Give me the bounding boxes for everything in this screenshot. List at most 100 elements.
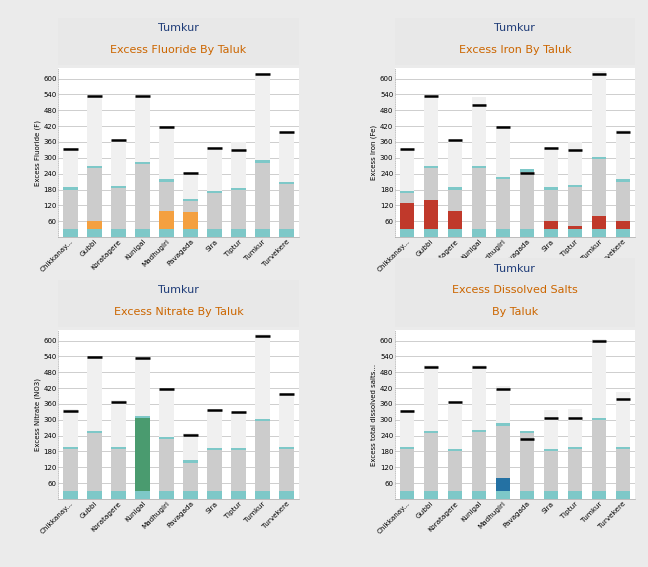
- Bar: [111, 491, 126, 499]
- Bar: [616, 221, 631, 229]
- Bar: [231, 412, 246, 448]
- Bar: [424, 434, 438, 491]
- Bar: [424, 168, 438, 200]
- Bar: [207, 448, 222, 450]
- Bar: [255, 333, 270, 419]
- Bar: [63, 491, 78, 499]
- Y-axis label: Excess total dissolved salts...: Excess total dissolved salts...: [371, 363, 377, 466]
- Bar: [472, 430, 486, 433]
- Bar: [400, 203, 414, 229]
- Bar: [496, 478, 510, 491]
- Bar: [159, 229, 174, 237]
- Bar: [159, 180, 174, 181]
- Bar: [207, 229, 222, 237]
- Bar: [496, 177, 510, 180]
- Bar: [424, 200, 438, 229]
- Bar: [63, 229, 78, 237]
- Bar: [616, 392, 631, 447]
- Bar: [544, 491, 558, 499]
- Bar: [135, 164, 150, 229]
- Bar: [544, 221, 558, 229]
- Text: Tumkur: Tumkur: [158, 285, 199, 295]
- Bar: [135, 162, 150, 164]
- Bar: [159, 126, 174, 180]
- Bar: [568, 226, 582, 229]
- Bar: [472, 168, 486, 229]
- Bar: [400, 410, 414, 447]
- Bar: [159, 388, 174, 437]
- Bar: [544, 189, 558, 221]
- Bar: [496, 229, 510, 237]
- Bar: [255, 491, 270, 499]
- Bar: [255, 419, 270, 421]
- Bar: [568, 142, 582, 185]
- Bar: [496, 126, 510, 177]
- Bar: [592, 159, 606, 216]
- Bar: [87, 491, 102, 499]
- Bar: [448, 210, 462, 229]
- Bar: [135, 357, 150, 416]
- Bar: [592, 229, 606, 237]
- Bar: [207, 150, 222, 191]
- Bar: [87, 95, 102, 166]
- Bar: [568, 187, 582, 226]
- Bar: [255, 229, 270, 237]
- Bar: [448, 189, 462, 210]
- Bar: [87, 168, 102, 221]
- Bar: [592, 71, 606, 157]
- Bar: [568, 449, 582, 491]
- Bar: [183, 463, 198, 491]
- Bar: [520, 434, 534, 491]
- Bar: [400, 193, 414, 203]
- Bar: [592, 491, 606, 499]
- Bar: [279, 182, 294, 184]
- Bar: [183, 491, 198, 499]
- Bar: [472, 97, 486, 166]
- Text: Taluk: Taluk: [504, 56, 526, 65]
- Bar: [87, 431, 102, 433]
- Bar: [255, 421, 270, 491]
- Bar: [135, 491, 150, 499]
- Bar: [231, 142, 246, 188]
- Bar: [159, 491, 174, 499]
- Bar: [472, 166, 486, 168]
- Bar: [616, 229, 631, 237]
- Bar: [496, 387, 510, 424]
- Bar: [63, 187, 78, 189]
- Bar: [255, 74, 270, 160]
- Bar: [424, 229, 438, 237]
- Bar: [111, 447, 126, 449]
- Bar: [279, 132, 294, 182]
- Bar: [111, 188, 126, 229]
- Bar: [255, 163, 270, 229]
- Text: Taluk: Taluk: [168, 56, 189, 65]
- Bar: [616, 181, 631, 221]
- Bar: [111, 229, 126, 237]
- Bar: [568, 491, 582, 499]
- Text: Tumkur: Tumkur: [494, 23, 535, 33]
- Bar: [592, 339, 606, 418]
- Bar: [279, 229, 294, 237]
- Bar: [183, 212, 198, 229]
- Bar: [400, 447, 414, 449]
- Bar: [279, 394, 294, 447]
- Bar: [87, 229, 102, 237]
- Bar: [472, 433, 486, 491]
- Y-axis label: Excess Fluoride (F): Excess Fluoride (F): [34, 120, 41, 185]
- Bar: [231, 229, 246, 237]
- Bar: [279, 447, 294, 449]
- Bar: [496, 180, 510, 229]
- Bar: [496, 491, 510, 499]
- Text: Taluk: Taluk: [168, 318, 189, 327]
- Bar: [616, 180, 631, 181]
- Bar: [207, 193, 222, 229]
- Bar: [424, 431, 438, 434]
- Bar: [183, 229, 198, 237]
- Bar: [87, 357, 102, 431]
- Bar: [87, 221, 102, 229]
- Bar: [448, 229, 462, 237]
- Bar: [544, 187, 558, 189]
- Bar: [159, 210, 174, 229]
- Bar: [207, 191, 222, 193]
- Bar: [568, 229, 582, 237]
